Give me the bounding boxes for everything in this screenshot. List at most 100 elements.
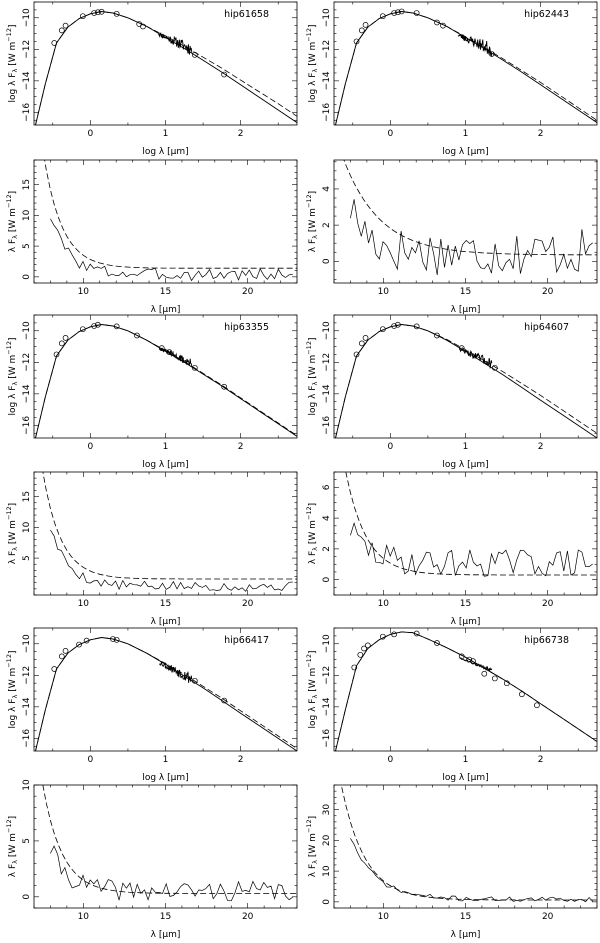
- photometry-point: [62, 335, 69, 341]
- photometry-point: [491, 364, 498, 371]
- x-axis-label: λ [μm]: [151, 930, 181, 940]
- x-tick-label: 2: [238, 442, 244, 452]
- photometry-point: [458, 653, 465, 660]
- x-axis-label: λ [μm]: [451, 617, 481, 627]
- x-tick-label: 10: [378, 912, 390, 922]
- plot-frame: [33, 314, 298, 439]
- plot-frame: [33, 159, 298, 284]
- photometry-point: [357, 651, 364, 658]
- x-tick-label: 1: [163, 129, 169, 139]
- photometry-point: [51, 40, 58, 46]
- photometry-point: [58, 27, 65, 34]
- y-tick-label: −12: [22, 353, 32, 372]
- spectrum-panel: 10 15 20 0 5 10 λ [μm] λ Fλ [W m−12]: [5, 779, 298, 940]
- photometry-point: [503, 680, 510, 687]
- irs-spectrum: [459, 657, 493, 673]
- x-tick-label: 2: [538, 442, 544, 452]
- photometry-point: [519, 691, 525, 698]
- y-axis-label: log λ Fλ [W m−12]: [5, 338, 19, 416]
- sed-panel: 0 1 2 −16 −14 −12 −10 log λ [μm] log λ Fλ [W m−1…: [5, 314, 298, 470]
- x-axis-label: log λ [μm]: [442, 460, 488, 470]
- photometry-point: [481, 670, 488, 677]
- y-tick-label: 15: [22, 179, 32, 190]
- y-axis-label: log λ Fλ [W m−12]: [305, 25, 319, 103]
- x-axis-label: log λ [μm]: [442, 147, 488, 157]
- y-tick-label: 5: [22, 243, 32, 249]
- x-tick-label: 15: [160, 287, 171, 297]
- photometry-point: [95, 9, 101, 16]
- x-axis-label: λ [μm]: [151, 305, 181, 315]
- star-label: hip64607: [524, 322, 569, 333]
- photometry-point: [413, 10, 420, 16]
- y-tick-label: −14: [22, 697, 32, 716]
- plot-frame: [33, 471, 298, 596]
- irs-spectrum: [159, 661, 193, 683]
- photometry-point: [79, 13, 86, 20]
- plot-frame: [333, 627, 598, 752]
- photometry-point: [191, 51, 198, 58]
- x-axis-label: λ [μm]: [451, 305, 481, 315]
- sed-panel: 0 1 2 −16 −14 −12 −10 log λ [μm] log λ Fλ [W m−1…: [305, 1, 598, 157]
- photometry-point: [413, 630, 420, 637]
- photometry-point: [113, 10, 120, 17]
- y-tick-label: −10: [322, 634, 332, 653]
- photometry-point: [434, 19, 440, 26]
- photometry-point: [62, 22, 69, 29]
- y-tick-label: 10: [22, 209, 32, 221]
- photometry-point: [395, 321, 401, 328]
- observed-spectrum: [350, 838, 593, 903]
- photometry-point: [379, 633, 386, 640]
- plot-frame: [33, 784, 298, 909]
- plot-frame: [333, 1, 598, 126]
- model-curve: [44, 160, 297, 269]
- photometry-point: [110, 636, 116, 642]
- y-axis-label: λ Fλ [W m−12]: [5, 816, 19, 877]
- model-curve: [343, 160, 597, 256]
- y-axis-label: λ Fλ [W m−12]: [305, 503, 319, 564]
- photometry-point: [191, 677, 198, 684]
- y-tick-label: −10: [322, 8, 332, 27]
- x-tick-label: 0: [387, 442, 393, 452]
- plot-frame: [33, 1, 298, 126]
- plot-frame: [333, 784, 598, 909]
- x-tick-label: 2: [238, 755, 244, 765]
- photometry-point: [91, 323, 97, 329]
- photometry-point: [364, 642, 371, 649]
- spectrum-panel: 10 15 20 0 2 4 λ [μm] λ Fλ [W m−12]: [305, 159, 598, 315]
- photometry-point: [76, 641, 82, 648]
- y-tick-label: 0: [22, 274, 32, 280]
- x-tick-label: 20: [542, 287, 554, 297]
- y-axis-label: log λ Fλ [W m−12]: [305, 651, 319, 729]
- x-tick-label: 20: [242, 912, 254, 922]
- photometry-point: [466, 656, 473, 663]
- photometry-point: [113, 636, 120, 643]
- star-label: hip61658: [224, 9, 269, 20]
- photometry-point: [191, 364, 198, 371]
- model-curve: [335, 324, 597, 438]
- star-label: hip66738: [524, 635, 569, 646]
- spectrum-panel: 10 15 20 0 5 10 15 λ [μm] λ Fλ [W m−12]: [5, 159, 298, 315]
- photometry-point: [391, 323, 397, 329]
- irs-spectrum: [157, 32, 193, 55]
- y-axis-label: λ Fλ [W m−12]: [5, 503, 19, 564]
- x-axis-label: log λ [μm]: [142, 147, 188, 157]
- photometry-point: [534, 702, 540, 709]
- x-tick-label: 1: [463, 129, 469, 139]
- x-tick-label: 1: [163, 755, 169, 765]
- model-curve: [35, 324, 297, 438]
- y-tick-label: 0: [322, 258, 332, 264]
- y-axis-label: log λ Fλ [W m−12]: [5, 25, 19, 103]
- y-tick-label: 4: [322, 515, 332, 521]
- x-tick-label: 10: [78, 287, 90, 297]
- x-tick-label: 10: [78, 599, 90, 609]
- photometry-point: [166, 349, 173, 355]
- y-tick-label: 6: [322, 484, 332, 490]
- y-tick-label: −16: [22, 103, 32, 122]
- y-tick-label: 20: [322, 834, 332, 846]
- x-tick-label: 20: [542, 912, 554, 922]
- x-axis-label: λ [μm]: [151, 617, 181, 627]
- y-tick-label: −12: [322, 666, 332, 685]
- x-tick-label: 0: [387, 129, 393, 139]
- photometry-point: [113, 323, 120, 330]
- y-tick-label: −14: [322, 384, 332, 403]
